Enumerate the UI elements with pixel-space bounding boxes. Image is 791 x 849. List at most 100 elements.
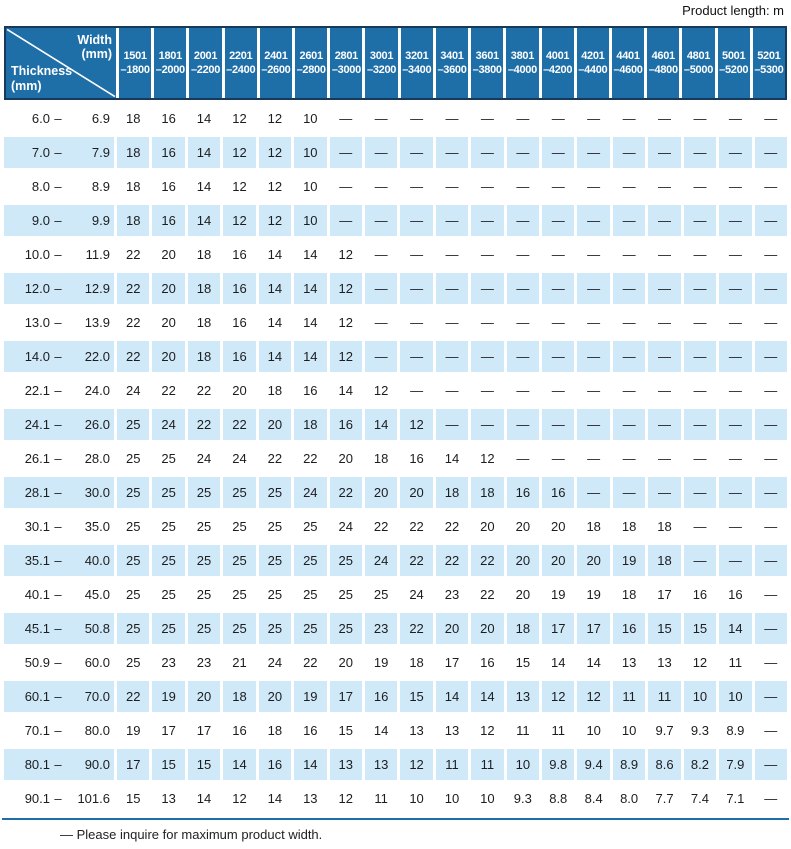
- length-value-cell: 22: [117, 307, 150, 338]
- length-value-cell: —: [577, 273, 610, 304]
- width-col-from: 5001: [722, 49, 746, 62]
- length-value-cell: 22: [117, 341, 150, 372]
- length-value-cell: 18: [648, 545, 681, 576]
- length-value-cell: 14: [187, 171, 221, 202]
- thickness-range-part: 6.9: [91, 111, 110, 126]
- length-value-cell: 25: [117, 545, 150, 576]
- thickness-range-part: 10.0: [24, 247, 50, 262]
- length-value-cell: 10: [435, 783, 469, 814]
- length-value-cell: 19: [612, 545, 646, 576]
- length-value-cell: 10: [294, 171, 327, 202]
- length-value-cell: —: [683, 103, 717, 134]
- length-value-cell: —: [612, 137, 646, 168]
- length-value-cell: —: [577, 443, 610, 474]
- thickness-range-part: 50.8: [84, 621, 110, 636]
- length-value-cell: —: [719, 273, 752, 304]
- length-value-cell: —: [648, 307, 681, 338]
- length-value-cell: —: [506, 171, 540, 202]
- length-value-cell: 22: [435, 545, 469, 576]
- length-value-cell: 16: [152, 205, 185, 236]
- length-value-cell: —: [400, 273, 433, 304]
- length-value-cell: 25: [117, 409, 150, 440]
- table-row: 30.1–35.0 25 25 25 25 25 25 24 22 22 22 20 20 20 18 18 1…: [4, 511, 787, 542]
- length-value-cell: —: [435, 375, 469, 406]
- length-value-cell: 17: [648, 579, 681, 610]
- length-value-cell: 10: [683, 681, 717, 712]
- table-row: 22.1–24.0 24 22 22 20 18 16 14 12— — — — — — — — — — —: [4, 375, 787, 406]
- length-value-cell: —: [648, 409, 681, 440]
- length-value-cell: 25: [223, 579, 256, 610]
- width-col-header: 3201 –3400: [400, 28, 433, 98]
- length-value-cell: 13: [612, 647, 646, 678]
- length-value-cell: —: [471, 307, 504, 338]
- length-value-cell: —: [719, 307, 752, 338]
- length-value-cell: 20: [258, 409, 292, 440]
- length-value-cell: 20: [152, 307, 185, 338]
- thickness-range-part: –: [54, 247, 62, 262]
- length-value-cell: 25: [152, 511, 185, 542]
- length-value-cell: —: [577, 477, 610, 508]
- length-value-cell: 14: [258, 307, 292, 338]
- length-value-cell: 17: [329, 681, 362, 712]
- length-value-cell: 9.3: [506, 783, 540, 814]
- width-col-from: 4401: [616, 49, 640, 62]
- length-value-cell: 15: [683, 613, 717, 644]
- thickness-range-part: 45.1: [24, 621, 50, 636]
- length-value-cell: —: [612, 103, 646, 134]
- length-value-cell: 24: [329, 511, 362, 542]
- length-value-cell: 12: [400, 749, 433, 780]
- length-value-cell: 14: [187, 137, 221, 168]
- table-row: 8.0–8.9 18 16 14 12 12 10— — — — — — — — — — — — —: [4, 171, 787, 202]
- length-value-cell: —: [683, 477, 717, 508]
- thickness-range-part: 11.9: [85, 247, 110, 262]
- width-col-from: 3401: [440, 49, 464, 62]
- length-value-cell: 15: [329, 715, 362, 746]
- length-value-cell: —: [577, 205, 610, 236]
- length-value-cell: 22: [471, 579, 504, 610]
- length-value-cell: 15: [648, 613, 681, 644]
- product-length-note: Product length: m: [682, 3, 784, 18]
- length-value-cell: 22: [117, 239, 150, 270]
- table-body: 6.0–6.9 18 16 14 12 12 10— — — — — — — — — — — — —7.0–7.9 1…: [4, 103, 787, 814]
- length-value-cell: 18: [612, 579, 646, 610]
- thickness-range-label: 14.0– 22.0: [4, 341, 114, 372]
- thickness-range-part: 70.0: [84, 689, 110, 704]
- length-value-cell: 12: [329, 307, 362, 338]
- thickness-range-part: 28.1: [24, 485, 50, 500]
- thickness-range-part: –: [54, 417, 62, 432]
- length-value-cell: 14: [542, 647, 575, 678]
- length-value-cell: —: [719, 171, 752, 202]
- length-value-cell: —: [754, 511, 787, 542]
- length-value-cell: 22: [117, 273, 150, 304]
- thickness-range-part: 8.0: [31, 179, 50, 194]
- width-col-from: 2601: [299, 49, 324, 62]
- length-value-cell: —: [754, 375, 787, 406]
- thickness-range-part: 60.0: [84, 655, 110, 670]
- length-value-cell: 12: [258, 205, 292, 236]
- length-value-cell: 10: [471, 783, 504, 814]
- length-value-cell: —: [435, 409, 469, 440]
- length-value-cell: 14: [364, 409, 398, 440]
- length-value-cell: 8.9: [719, 715, 752, 746]
- length-value-cell: 16: [683, 579, 717, 610]
- length-value-cell: 20: [364, 477, 398, 508]
- length-value-cell: 12: [542, 681, 575, 712]
- length-value-cell: 25: [152, 443, 185, 474]
- length-value-cell: —: [612, 375, 646, 406]
- length-value-cell: 20: [471, 511, 504, 542]
- length-value-cell: 8.2: [683, 749, 717, 780]
- width-col-from: 2201: [229, 49, 253, 62]
- length-value-cell: 18: [117, 137, 150, 168]
- length-value-cell: 25: [258, 477, 292, 508]
- length-value-cell: 25: [187, 613, 221, 644]
- table-row: 13.0–13.9 22 20 18 16 14 14 12— — — — — — — — — — — —: [4, 307, 787, 338]
- length-value-cell: 19: [294, 681, 327, 712]
- length-value-cell: 16: [223, 307, 256, 338]
- length-value-cell: 14: [364, 715, 398, 746]
- length-value-cell: —: [400, 103, 433, 134]
- length-value-cell: 18: [117, 103, 150, 134]
- thickness-range-part: 45.0: [84, 587, 110, 602]
- thickness-range-part: –: [54, 689, 62, 704]
- length-value-cell: 25: [152, 545, 185, 576]
- length-value-cell: —: [364, 171, 398, 202]
